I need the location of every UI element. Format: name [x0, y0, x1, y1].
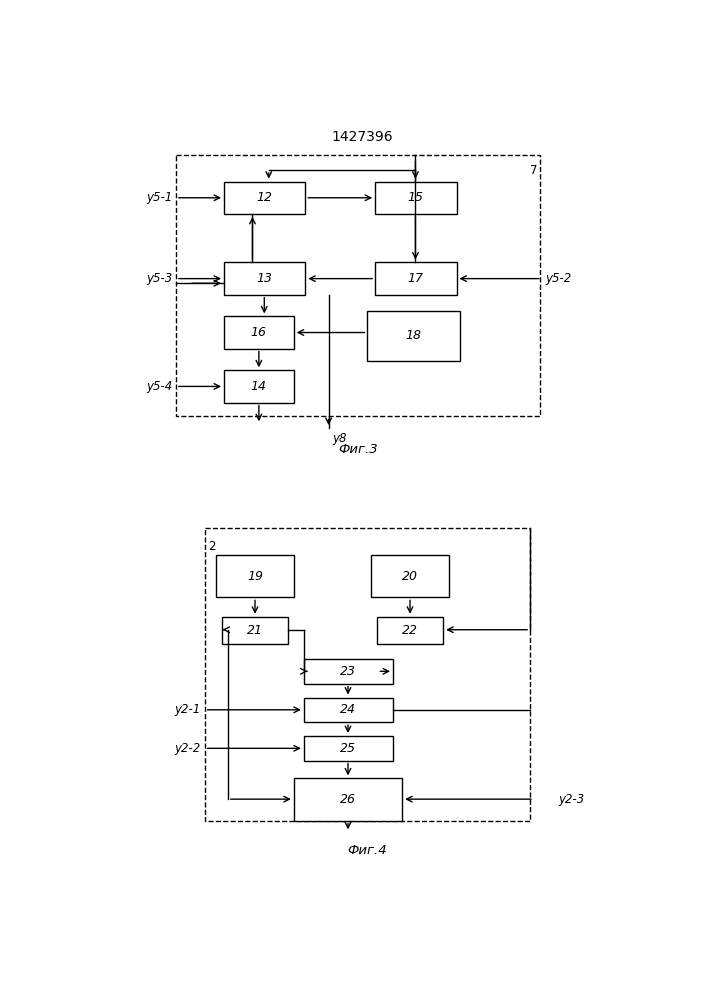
Text: 25: 25 [340, 742, 356, 755]
Bar [293, 778, 402, 821]
Bar [375, 262, 457, 295]
Text: 20: 20 [402, 570, 418, 583]
Text: у5-4: у5-4 [146, 380, 172, 393]
Text: у8: у8 [332, 432, 347, 445]
Text: у5-2: у5-2 [546, 272, 572, 285]
Text: 19: 19 [247, 570, 263, 583]
Text: 18: 18 [406, 329, 422, 342]
Text: у2-3: у2-3 [558, 793, 585, 806]
Text: Фиг.3: Фиг.3 [338, 443, 378, 456]
Text: у5-1: у5-1 [146, 191, 172, 204]
Bar [304, 736, 393, 761]
Text: 21: 21 [247, 624, 264, 637]
Text: 2: 2 [209, 540, 216, 553]
Text: 14: 14 [251, 380, 267, 393]
Bar [368, 311, 460, 361]
Text: 13: 13 [257, 272, 273, 285]
Text: 7: 7 [530, 164, 537, 177]
Bar [223, 617, 288, 644]
Bar [224, 370, 293, 403]
Text: 23: 23 [340, 665, 356, 678]
Bar [204, 528, 530, 821]
Text: 24: 24 [340, 703, 356, 716]
Text: 17: 17 [408, 272, 423, 285]
Text: 15: 15 [408, 191, 423, 204]
Text: 26: 26 [340, 793, 356, 806]
Bar [304, 659, 393, 684]
Bar [375, 182, 457, 214]
Bar [224, 262, 305, 295]
Bar [378, 617, 443, 644]
Bar [224, 182, 305, 214]
Text: у2-2: у2-2 [175, 742, 201, 755]
Text: Фиг.4: Фиг.4 [348, 844, 387, 857]
Bar [224, 316, 293, 349]
Text: у5-3: у5-3 [146, 272, 172, 285]
Bar [371, 555, 449, 597]
Text: 12: 12 [257, 191, 273, 204]
Text: 22: 22 [402, 624, 419, 637]
Bar [304, 698, 393, 722]
Text: 16: 16 [251, 326, 267, 339]
Text: 1427396: 1427396 [331, 130, 393, 144]
Bar [176, 155, 540, 416]
Text: у2-1: у2-1 [175, 703, 201, 716]
Bar [216, 555, 293, 597]
